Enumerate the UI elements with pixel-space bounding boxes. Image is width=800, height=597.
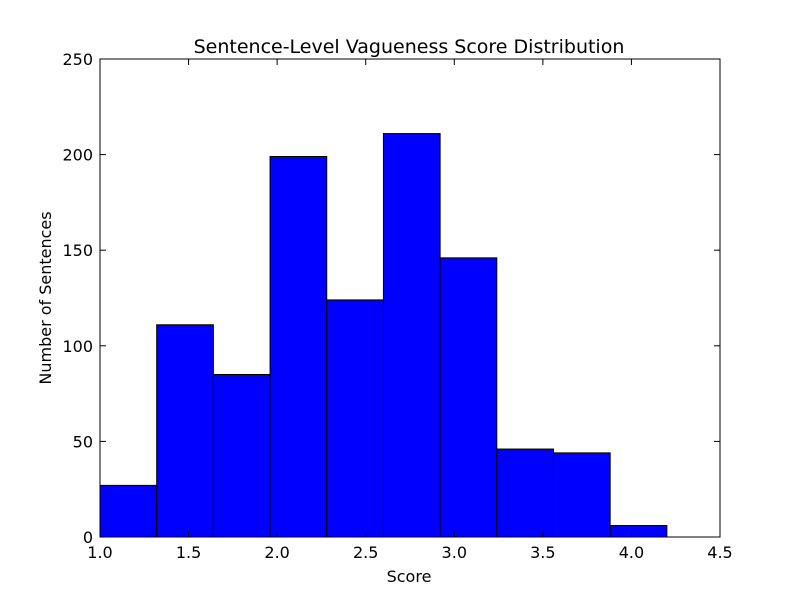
- y-tick-label: 150: [62, 241, 93, 260]
- x-tick-label: 1.0: [87, 543, 112, 562]
- ticks-group: 1.0 1.5 2.0 2.5 3.0 3.5 4.0 4.5 0 50 100 150 200 250: [62, 50, 732, 562]
- y-axis-label: Number of Sentences: [36, 211, 55, 384]
- histogram-bar-5: [326, 299, 384, 538]
- histogram-bar-3: [212, 373, 271, 538]
- x-tick-label: 4.5: [707, 543, 732, 562]
- x-tick-label: 2.0: [264, 543, 289, 562]
- histogram-bar-10: [609, 525, 668, 538]
- histogram-bar-4: [269, 156, 328, 538]
- plot-frame: [99, 58, 721, 538]
- x-tick-label: 4.0: [619, 543, 644, 562]
- y-tick-label: 100: [62, 337, 93, 356]
- histogram-bar-8: [496, 448, 554, 538]
- y-tick-label: 200: [62, 146, 93, 165]
- histogram-bar-2: [156, 324, 214, 538]
- x-tick-label: 3.5: [530, 543, 555, 562]
- x-axis-label: Score: [387, 567, 432, 586]
- y-tick-label: 0: [83, 528, 93, 547]
- chart-title: Sentence-Level Vagueness Score Distribut…: [194, 36, 625, 58]
- x-tick-label: 3.0: [442, 543, 467, 562]
- y-tick-label: 250: [62, 50, 93, 69]
- histogram-bar-9: [552, 452, 611, 538]
- histogram-bar-1: [99, 484, 158, 538]
- x-tick-label: 2.5: [353, 543, 378, 562]
- x-tick-label: 1.5: [176, 543, 201, 562]
- histogram-bar-7: [439, 257, 498, 538]
- bars-group: [99, 133, 668, 538]
- y-tick-label: 50: [73, 432, 93, 451]
- histogram-bar-6: [382, 133, 441, 538]
